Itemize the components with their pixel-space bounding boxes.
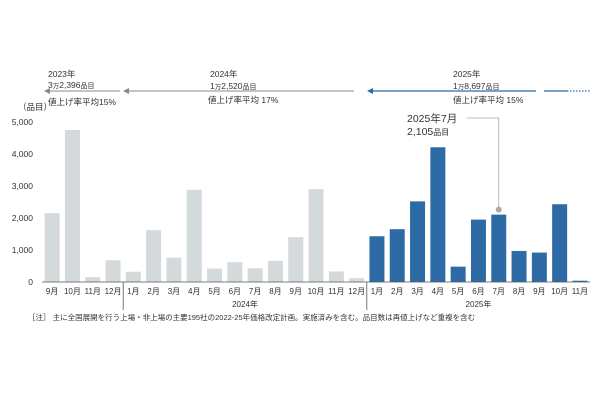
- bar: [450, 266, 466, 282]
- x-tick-label: 6月: [472, 287, 484, 296]
- x-tick-label: 9月: [533, 287, 545, 296]
- bar: [267, 260, 283, 282]
- y-tick-label: 4,000: [12, 149, 34, 159]
- x-tick-label: 12月: [348, 287, 365, 296]
- x-tick-label: 4月: [188, 287, 200, 296]
- bar: [470, 219, 486, 282]
- period-arrows: [44, 88, 590, 94]
- callout-marker: [495, 206, 502, 213]
- bar: [64, 130, 80, 282]
- annotation-2024-year: 2024年: [210, 69, 238, 79]
- annotation-2023-year: 2023年: [48, 69, 76, 79]
- x-tick-label: 7月: [493, 287, 505, 296]
- bar: [491, 214, 507, 282]
- annotation-2025: 2025年 1万8,697品目 値上げ率平均 15%: [453, 69, 524, 105]
- year-group-label: 2025年: [466, 299, 492, 309]
- x-tick-label: 8月: [513, 287, 525, 296]
- annotation-2023-rate: 値上げ率平均15%: [48, 97, 116, 107]
- bar: [125, 271, 141, 282]
- x-tick-label: 3月: [168, 287, 180, 296]
- x-tick-label: 6月: [229, 287, 241, 296]
- annotation-2024-rate: 値上げ率平均 17%: [208, 95, 279, 105]
- x-tick-label: 2月: [391, 287, 403, 296]
- bar: [552, 204, 568, 282]
- x-tick-label: 4月: [432, 287, 444, 296]
- y-axis-unit-label: （品目）: [18, 102, 52, 112]
- y-tick-label: 3,000: [12, 181, 34, 191]
- bar: [247, 268, 263, 282]
- x-tick-label: 9月: [46, 287, 58, 296]
- arrow-2025-head: [367, 88, 373, 94]
- x-axis: 9月 10月 11月 12月 1月 2月 3月 4月 5月 6月 7月 8月 9月 10月 11月 12月 1月…: [42, 281, 591, 310]
- annotation-2023: 2023年 3万2,396品目 値上げ率平均15%: [48, 69, 116, 107]
- bar: [85, 277, 101, 282]
- callout-label: 2025年7月: [407, 112, 457, 125]
- y-tick-label: 5,000: [12, 117, 34, 127]
- annotation-2025-year: 2025年: [453, 69, 481, 79]
- annotation-2024-count: 1万2,520品目: [210, 81, 257, 91]
- bar: [186, 189, 202, 282]
- annotation-2025-count: 1万8,697品目: [453, 81, 500, 91]
- bar: [531, 252, 547, 282]
- x-tick-label: 1月: [371, 287, 383, 296]
- bar: [288, 237, 304, 282]
- arrow-2023-head: [44, 88, 50, 94]
- bar: [166, 257, 182, 282]
- bar: [511, 250, 527, 282]
- bar: [572, 280, 588, 282]
- x-tick-label: 5月: [452, 287, 464, 296]
- bar: [105, 260, 121, 282]
- bar: [207, 268, 223, 282]
- bar: [389, 229, 405, 282]
- callout-2025-july: 2025年7月 2,105品目: [407, 112, 502, 213]
- bar: [328, 271, 344, 282]
- x-tick-label: 1月: [127, 287, 139, 296]
- bar: [430, 147, 446, 282]
- y-tick-label: 0: [28, 277, 33, 287]
- x-tick-label: 11月: [85, 287, 101, 296]
- x-tick-label: 7月: [249, 287, 261, 296]
- x-tick-label: 3月: [411, 287, 423, 296]
- x-tick-label: 9月: [290, 287, 302, 296]
- x-tick-label: 10月: [551, 287, 568, 296]
- x-tick-label: 2月: [147, 287, 159, 296]
- footnote: ［注］ 主に全国展開を行う上場・非上場の主要195社の2022-25年価格改定計…: [28, 313, 476, 322]
- x-tick-label: 11月: [572, 287, 588, 296]
- callout-leader-line: [467, 117, 500, 207]
- y-tick-label: 1,000: [12, 245, 34, 255]
- x-tick-label: 10月: [308, 287, 325, 296]
- annotation-2023-count: 3万2,396品目: [48, 80, 95, 90]
- y-axis: 0 1,000 2,000 3,000 4,000 5,000: [12, 117, 34, 287]
- y-tick-label: 2,000: [12, 213, 34, 223]
- bar: [349, 278, 365, 282]
- x-tick-label: 8月: [269, 287, 281, 296]
- arrow-2024-head: [123, 88, 129, 94]
- bar: [410, 201, 426, 282]
- bar: [369, 236, 385, 282]
- year-group-label: 2024年: [232, 299, 258, 309]
- annotation-2025-rate: 値上げ率平均 15%: [453, 95, 524, 105]
- x-tick-label: 10月: [64, 287, 81, 296]
- bar: [227, 262, 243, 282]
- callout-value: 2,105品目: [407, 126, 449, 138]
- x-tick-label: 12月: [105, 287, 122, 296]
- x-tick-label: 11月: [328, 287, 344, 296]
- bar: [44, 213, 60, 282]
- bar: [146, 230, 162, 282]
- x-tick-label: 5月: [208, 287, 220, 296]
- bar: [308, 189, 324, 282]
- bars: [44, 130, 588, 282]
- annotation-2024: 2024年 1万2,520品目 値上げ率平均 17%: [208, 69, 279, 105]
